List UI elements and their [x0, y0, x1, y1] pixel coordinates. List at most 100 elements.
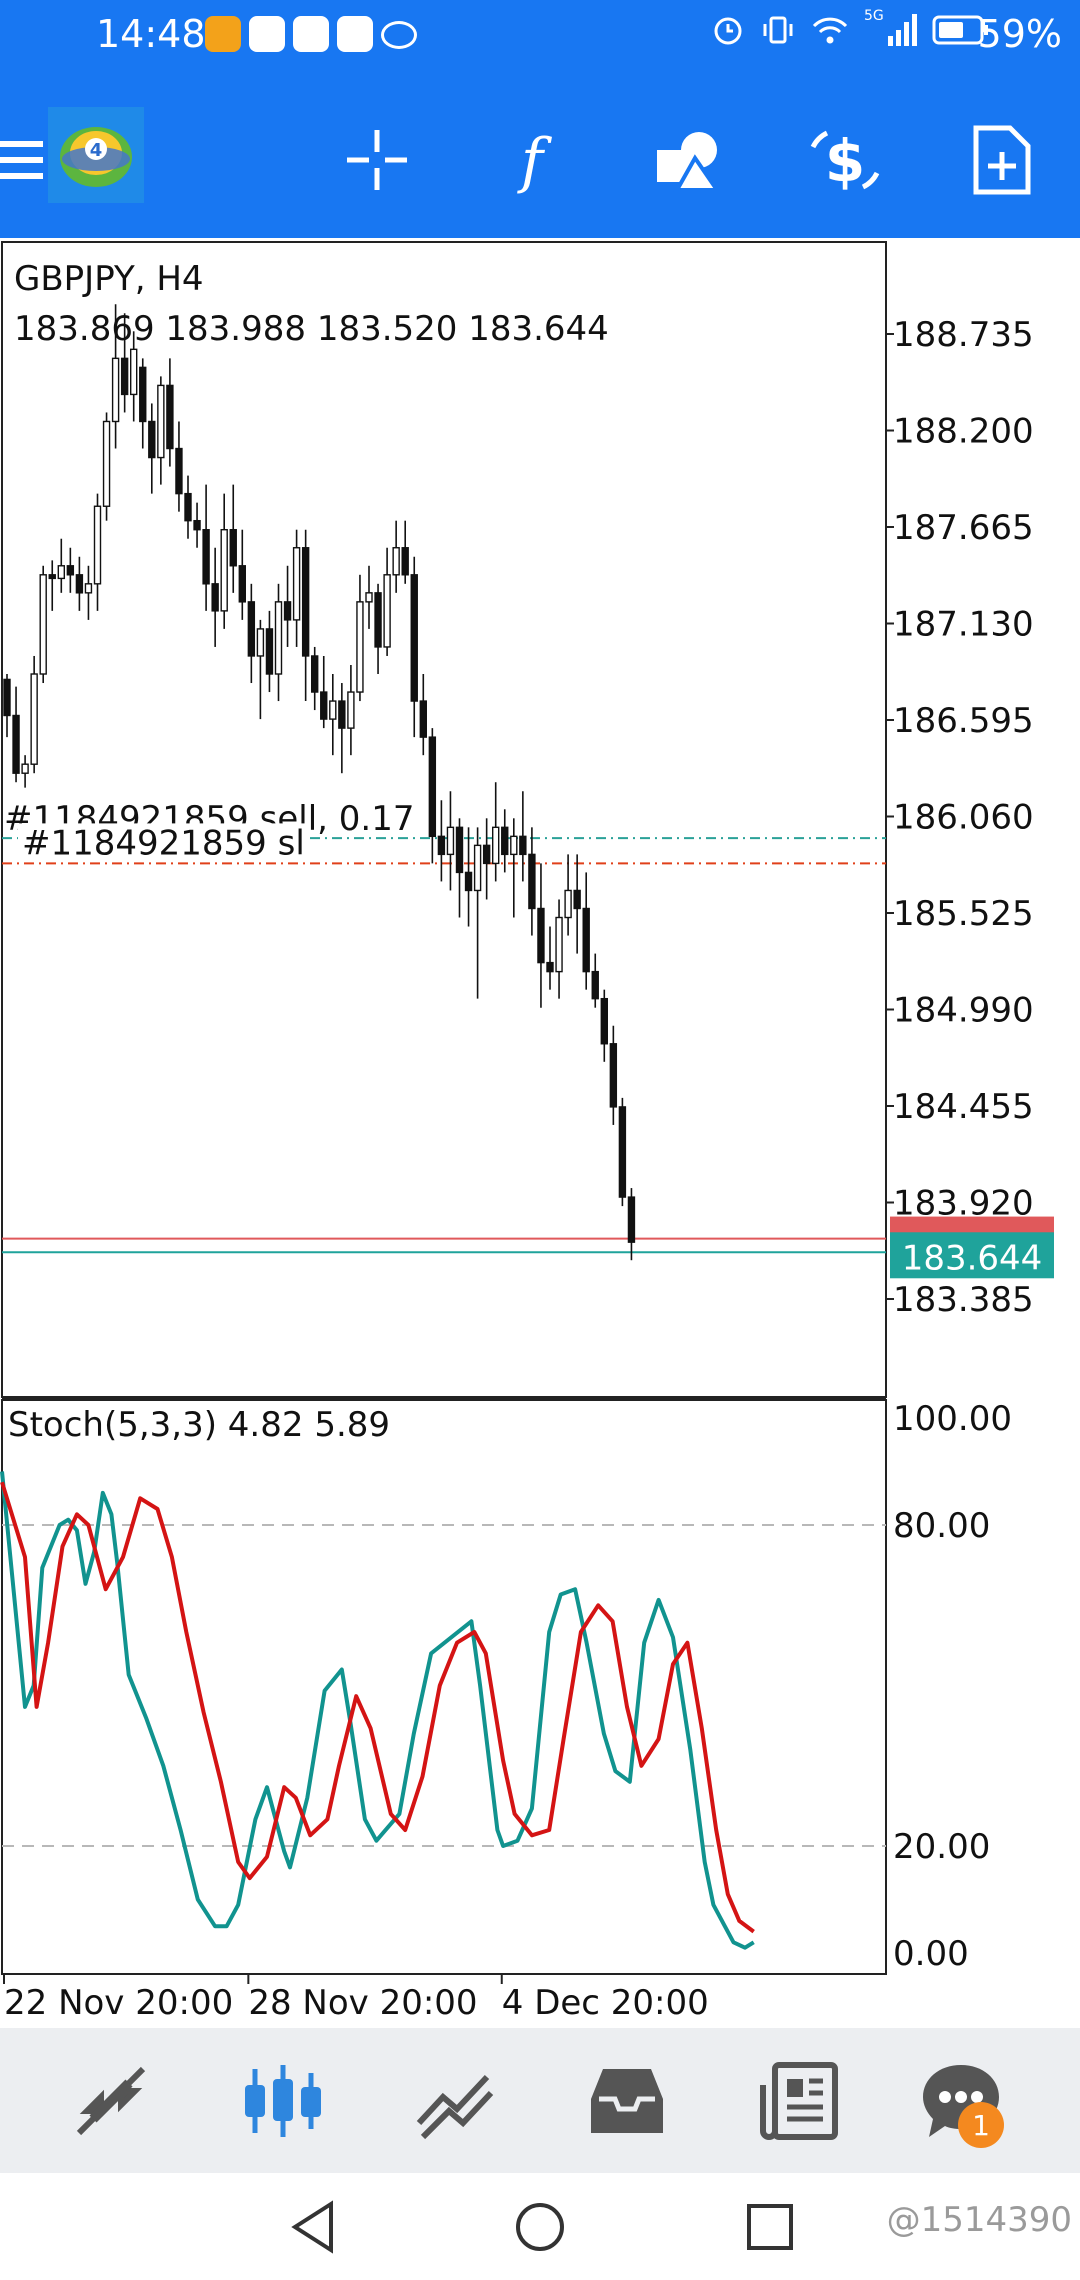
price-tick-label: 187.665 [893, 508, 1034, 548]
candle-bearish [573, 889, 581, 910]
candle-bullish [329, 700, 337, 720]
candle-bullish [39, 574, 47, 675]
home-button[interactable] [508, 2195, 572, 2259]
back-icon [291, 2200, 333, 2254]
stoch-main-line [0, 1471, 755, 1950]
candle-bullish [555, 916, 563, 973]
candle-bearish [238, 565, 247, 603]
signal-icon: 5G [864, 8, 918, 48]
price-tick-label: 187.130 [893, 605, 1034, 645]
candle-bullish [111, 357, 120, 423]
candle-bullish [383, 574, 391, 648]
candle-bearish [265, 628, 274, 675]
app-notification-icon [337, 16, 373, 52]
chat-badge: 1 [958, 2102, 1004, 2148]
home-icon [516, 2203, 564, 2251]
candle-bullish [446, 826, 455, 856]
nav-trade[interactable] [410, 2056, 500, 2146]
candle-bearish [75, 574, 84, 594]
app-notification-icon [205, 16, 241, 52]
candle-bullish [256, 628, 265, 657]
wifi-icon [812, 17, 848, 44]
candle-bullish [492, 826, 500, 865]
candle-bearish [211, 583, 219, 612]
candle-bullish [57, 565, 65, 580]
nav-chat[interactable]: 1 [916, 2056, 1006, 2148]
stoch-label: Stoch(5,3,3) 4.82 5.89 [8, 1405, 390, 1445]
candle-bullish [392, 547, 400, 576]
main-chart-frame [1, 241, 887, 1398]
svg-text:f: f [517, 126, 553, 195]
candle-bearish [482, 844, 491, 865]
candle-bearish [618, 1106, 627, 1198]
candle-bullish [365, 592, 373, 603]
symbols-button[interactable]: $ [800, 115, 890, 205]
candle-bearish [202, 529, 210, 585]
candle-bearish [600, 997, 608, 1045]
bottom-navigation: 1 [0, 2028, 1080, 2173]
back-button[interactable] [282, 2195, 346, 2259]
candle-bearish [428, 736, 437, 838]
candle-bullish [129, 348, 138, 396]
candle-bullish [564, 889, 572, 919]
candle-bearish [283, 601, 292, 621]
price-tick-label: 185.525 [893, 894, 1034, 934]
candle-bearish [609, 1043, 618, 1108]
eye-icon [381, 21, 417, 49]
sl-label: #1184921859 sl [22, 823, 305, 863]
candle-bearish [627, 1196, 636, 1243]
new-order-button[interactable] [957, 115, 1047, 205]
chart-canvas[interactable]: 188.735 188.200 187.665 187.130 186.595 186.0… [0, 240, 1080, 2030]
price-tick-label: 186.595 [893, 701, 1034, 741]
svg-text:$: $ [825, 127, 865, 195]
candle-bearish [519, 835, 527, 856]
candle-bullish [21, 763, 29, 774]
sl-label-bg [18, 823, 308, 862]
battery-percent: 59% [977, 12, 1062, 56]
recents-icon [747, 2204, 793, 2250]
candle-bullish [102, 420, 111, 507]
qq-icon [249, 16, 285, 52]
alarm-icon [714, 17, 742, 45]
ohlc-values-label: 183.869 183.988 183.520 183.644 [14, 309, 609, 349]
watermark: @1514390 [887, 2200, 1072, 2240]
new-order-icon [973, 125, 1031, 195]
history-icon [591, 2069, 663, 2133]
bid-price-label: 183.644 [902, 1238, 1043, 1278]
indicators-button[interactable]: f [487, 115, 577, 205]
app-logo[interactable]: 4 [48, 107, 144, 203]
watermark-text: @1514390 [886, 2200, 1072, 2240]
candle-bearish [419, 700, 427, 738]
clock: 14:48 [96, 12, 206, 56]
price-tick-label: 184.455 [893, 1087, 1034, 1127]
candle-bearish [338, 700, 346, 729]
recents-button[interactable] [738, 2195, 802, 2259]
network-type-label: 5G [864, 8, 884, 24]
stoch-tick-label: 100.00 [893, 1399, 1012, 1439]
candle-bearish [175, 447, 183, 495]
candle-bearish [139, 366, 147, 423]
objects-button[interactable] [645, 115, 735, 205]
price-tick-label: 188.735 [893, 315, 1034, 355]
nav-news[interactable] [754, 2056, 844, 2146]
candle-bearish [528, 853, 536, 910]
symbol-timeframe-label: GBPJPY, H4 [14, 259, 204, 299]
crosshair-button[interactable] [332, 115, 422, 205]
candle-bearish [148, 420, 156, 459]
nav-quotes[interactable] [66, 2056, 156, 2146]
price-tick-label: 186.060 [893, 798, 1034, 838]
candle-bullish [93, 505, 102, 585]
news-icon [760, 2062, 838, 2140]
chart-area[interactable]: 188.735 188.200 187.665 187.130 186.595 186.0… [0, 240, 1080, 2030]
trade-icon [416, 2074, 494, 2140]
svg-text:4: 4 [90, 140, 103, 161]
chart-icon [245, 2065, 321, 2137]
candle-bullish [274, 601, 283, 675]
vibrate-icon [763, 16, 793, 44]
status-bar: 14:48 5G 59% [0, 0, 1080, 75]
menu-button[interactable] [0, 115, 62, 205]
menu-icon [0, 141, 43, 179]
stoch-tick-label: 0.00 [893, 1934, 969, 1974]
nav-history[interactable] [582, 2056, 672, 2146]
nav-chart[interactable] [238, 2056, 328, 2146]
